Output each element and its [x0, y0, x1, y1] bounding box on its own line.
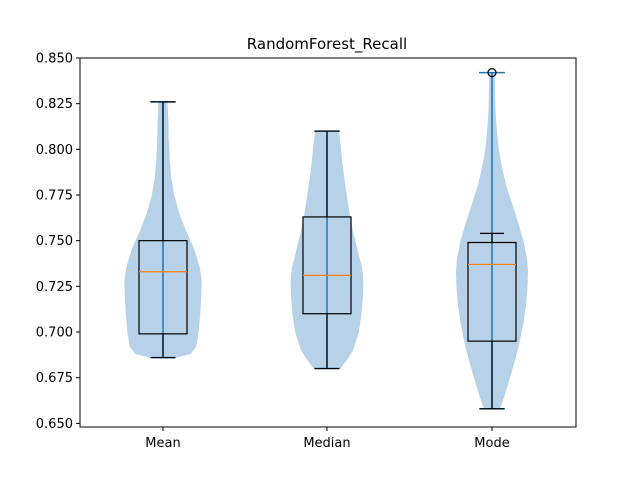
box-layer: [138, 68, 517, 410]
y-tick-label: 0.850: [36, 52, 73, 67]
x-tick-label: Mean: [145, 436, 180, 451]
x-axis: Mean Median Mode: [145, 427, 510, 451]
box-iqr: [138, 240, 188, 335]
y-tick-label: 0.725: [36, 280, 73, 295]
y-tick-label: 0.675: [36, 371, 73, 386]
x-tick-label: Mode: [474, 436, 509, 451]
y-tick-label: 0.800: [36, 143, 73, 158]
x-tick-label: Median: [303, 436, 350, 451]
y-tick-label: 0.650: [36, 417, 73, 432]
y-tick-label: 0.825: [36, 97, 73, 112]
plot-frame: [79, 57, 577, 428]
box-iqr: [302, 216, 352, 315]
y-tick-label: 0.700: [36, 326, 73, 341]
box-iqr: [467, 241, 517, 342]
axes: [79, 57, 577, 428]
y-axis: 0.650 0.675 0.700 0.725 0.750 0.775 0.800 0.825…: [36, 52, 80, 432]
chart-title: RandomForest_Recall: [247, 35, 407, 54]
y-tick-label: 0.775: [36, 189, 73, 204]
y-tick-label: 0.750: [36, 234, 73, 249]
outlier-point: [487, 68, 497, 78]
